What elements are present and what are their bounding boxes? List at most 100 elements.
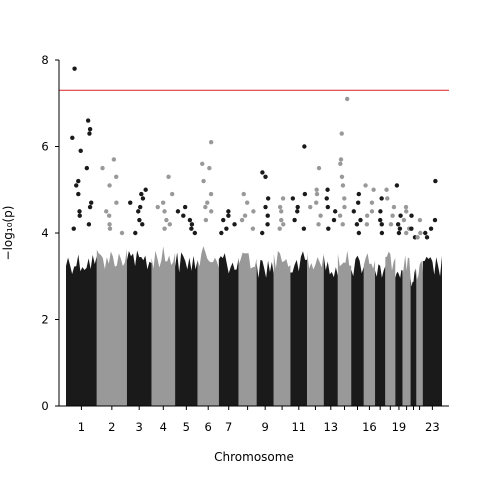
peak-point-chr2-4 — [114, 200, 119, 205]
peak-point-chr18-4 — [388, 222, 394, 227]
peak-point-chr10-4 — [281, 222, 286, 227]
peak-point-chr7-4 — [224, 226, 229, 231]
peak-point-chr1-11 — [87, 204, 93, 210]
peak-point-chr15-5 — [356, 230, 362, 236]
peak-point-chr15-1 — [355, 200, 361, 205]
peak-point-chr19-3 — [397, 226, 403, 231]
peak-point-chr10-1 — [277, 204, 283, 210]
peak-point-chr7-2 — [221, 217, 226, 223]
chromosome-band-10 — [273, 251, 291, 406]
peak-point-chr4-0 — [166, 174, 171, 179]
peak-point-chr12-0 — [316, 165, 322, 171]
peak-point-chr15-0 — [356, 191, 362, 197]
peak-point-chr3-4 — [138, 204, 143, 210]
peak-point-chr3-1 — [139, 191, 144, 197]
peak-point-chr12-3 — [314, 200, 319, 205]
peak-point-chr11-0 — [302, 144, 307, 149]
peak-point-chr1-1 — [85, 118, 91, 123]
peak-point-chr17-3 — [379, 222, 384, 227]
peak-point-chr7-5 — [219, 230, 224, 236]
peak-point-chr6-4 — [208, 191, 214, 197]
y-tick-label: 8 — [41, 53, 48, 67]
peak-point-chr12-6 — [316, 222, 321, 227]
peak-point-chr4-6 — [167, 222, 172, 227]
peak-point-chr3-0 — [143, 187, 148, 192]
chromosome-band-8 — [238, 252, 257, 406]
peak-point-chr3-3 — [128, 200, 133, 205]
peak-point-chr8-1 — [245, 200, 250, 205]
peak-point-chr13-2 — [325, 204, 331, 210]
peak-point-chr20-0 — [403, 204, 409, 210]
peak-point-chr19-1 — [398, 213, 403, 218]
chromosome-band-19 — [395, 270, 403, 406]
peak-point-chr9-6 — [260, 230, 265, 236]
peak-point-chr1-3 — [87, 131, 92, 136]
peak-point-chr14-7 — [342, 204, 347, 210]
peak-point-chr2-1 — [100, 165, 105, 171]
peak-point-chr7-1 — [226, 213, 231, 218]
peak-point-chr17-4 — [379, 230, 385, 236]
peak-point-chr5-3 — [187, 217, 193, 223]
peak-point-chr4-5 — [164, 217, 169, 223]
peak-point-chr2-0 — [111, 157, 117, 162]
peak-point-chr7-3 — [232, 222, 237, 227]
peak-point-chr11-3 — [295, 204, 300, 210]
chromosome-band-5 — [175, 252, 198, 406]
y-ticks: 0 2 4 6 8 — [41, 53, 59, 413]
peak-point-chr18-0 — [384, 187, 389, 192]
peak-point-chr18-2 — [391, 204, 397, 210]
peak-point-chr6-6 — [203, 204, 208, 210]
peak-point-chr23-2 — [428, 226, 434, 231]
peak-point-chr15-3 — [358, 217, 363, 223]
peak-point-chr5-6 — [192, 230, 198, 236]
peak-point-chr4-7 — [162, 226, 167, 231]
peak-point-chr1-2 — [87, 127, 93, 132]
peak-point-chr2-2 — [114, 174, 119, 179]
chromosome-band-15 — [351, 255, 364, 406]
y-tick-label: 2 — [41, 313, 48, 327]
peak-point-chr23-4 — [424, 235, 430, 240]
peak-point-chr7-0 — [226, 209, 231, 214]
peak-point-chr3-2 — [140, 196, 146, 201]
peak-point-chr1-0 — [72, 66, 77, 71]
peak-point-chr16-2 — [369, 200, 375, 205]
peak-point-chr8-3 — [242, 213, 248, 218]
peak-point-chr14-0 — [345, 96, 350, 102]
peak-point-chr5-4 — [189, 222, 195, 227]
peak-point-chr9-0 — [260, 170, 265, 175]
peak-point-chr1-7 — [76, 178, 81, 184]
peak-point-chr8-2 — [251, 209, 256, 214]
chromosome-band-16 — [363, 253, 376, 406]
peak-point-chr17-1 — [378, 209, 383, 214]
peak-point-chr2-5 — [104, 209, 109, 214]
peak-point-chr11-6 — [301, 226, 307, 231]
chromosome-band-17 — [375, 264, 386, 406]
peak-point-chr14-1 — [339, 131, 344, 136]
peak-point-chr22-0 — [417, 217, 423, 223]
peak-point-chr18-1 — [385, 196, 390, 201]
chromosome-band-18 — [385, 251, 396, 406]
peak-point-chr6-7 — [209, 209, 214, 214]
peak-point-chr9-1 — [263, 174, 268, 179]
peak-point-chr1-14 — [86, 222, 92, 227]
peak-point-chr16-1 — [371, 187, 376, 192]
peak-point-chr5-2 — [181, 213, 186, 218]
peak-point-chr2-3 — [107, 183, 112, 188]
peak-point-chr1-9 — [76, 191, 81, 197]
x-tick-label: 1 — [78, 420, 85, 434]
peak-point-chr9-2 — [265, 196, 271, 201]
peak-point-chr9-5 — [265, 222, 270, 227]
peak-point-chr20-4 — [404, 230, 409, 236]
peak-point-chr22-1 — [418, 230, 423, 236]
peak-point-chr1-5 — [78, 148, 83, 154]
peak-point-chr3-8 — [133, 230, 138, 236]
peak-point-chr15-2 — [351, 209, 356, 214]
peak-point-chr14-6 — [342, 196, 347, 201]
peak-point-chr19-2 — [395, 222, 401, 227]
peak-point-chr3-7 — [140, 222, 145, 227]
x-tick-label: 6 — [205, 420, 212, 434]
peak-point-chr15-4 — [354, 222, 360, 227]
x-ticks: 1 2 3 4 5 6 7 9 11 13 16 19 23 — [78, 406, 440, 434]
peak-point-chr12-5 — [318, 213, 323, 218]
